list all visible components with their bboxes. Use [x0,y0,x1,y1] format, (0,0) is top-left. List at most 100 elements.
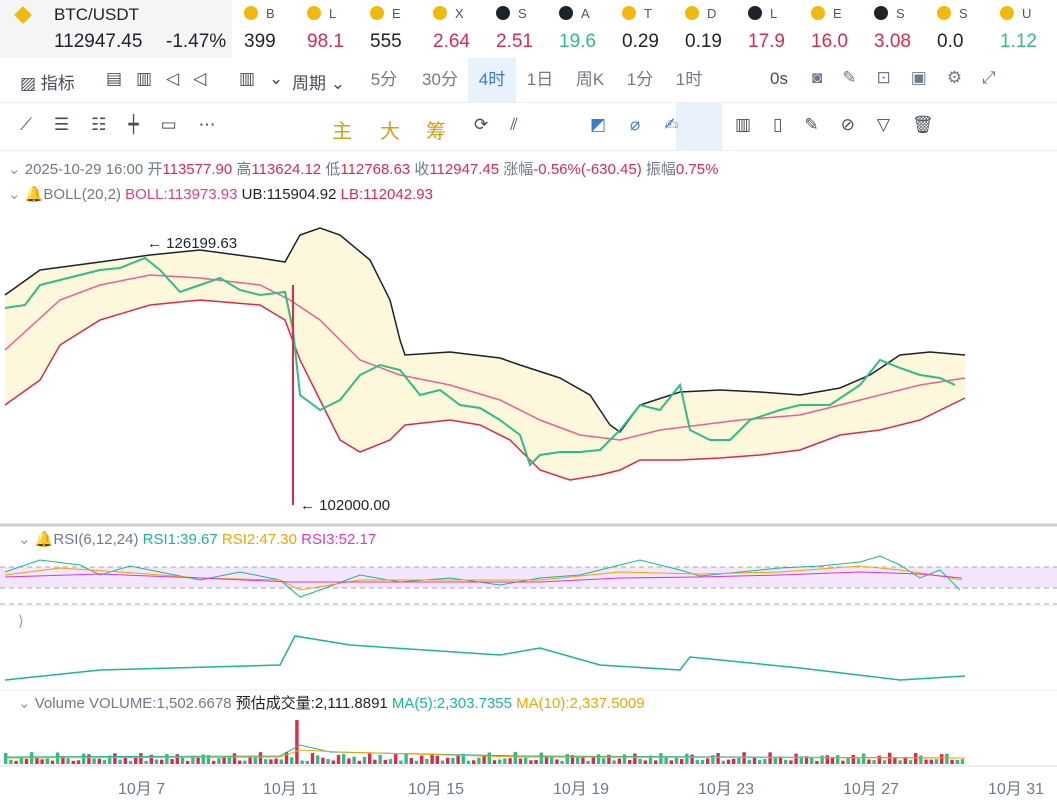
close: 112947.45 [429,161,500,178]
volume-bar [789,760,793,764]
volume-bar [565,754,569,764]
chips-button[interactable]: 筹 [426,121,446,143]
volume-bar [622,754,627,764]
ticker-item[interactable]: T 0.29 [618,0,676,58]
volume-bar [191,755,195,764]
volume-bar [274,758,278,764]
period-button[interactable]: 周期 ⌄ [292,74,345,93]
ticker-value: 17.9 [748,31,785,52]
volume-bar [747,759,751,764]
volume-bar [700,759,705,764]
volume-bar [872,760,876,764]
draw-icons[interactable]: ⟋☰☷┿▭⋯ [20,115,238,134]
volume-bar [430,753,434,764]
x-tick-label: 10月 31 [988,781,1045,798]
interval-button[interactable]: 周K [575,70,605,89]
volume-bar [726,759,731,764]
volume-bar [544,756,549,764]
boll-mid: BOLL:113973.93 [125,186,238,203]
right-draw-icons-2[interactable]: ▥▯✎⊘▽🗑 [735,115,956,134]
volume-bar [321,757,325,764]
rsi1: RSI1:39.67 [142,531,218,548]
sub-indicator-line [4,635,966,681]
annotation-high: ← 126199.63 [147,235,237,252]
ticker-item[interactable]: E 555 [366,0,424,58]
ticker-item[interactable]: D 0.19 [681,0,739,58]
ticker-item[interactable]: L 98.1 [303,0,361,58]
volume-bar [310,753,315,764]
rsi2: RSI2:47.30 [221,531,297,548]
boll-ub: UB:115904.92 [241,186,337,203]
layout-icons[interactable]: ▤▥◁◁ ▥⌄ [106,69,298,88]
volume-bar [752,757,757,764]
volume-bar [149,754,153,764]
volume-bar [414,760,419,764]
volume-bar [440,760,445,764]
indicator-button[interactable]: ▨ 指标 [20,74,75,93]
volume-bar [498,759,502,764]
rsi-band [0,567,1057,588]
volume-bar [326,759,330,764]
ticker-value: 19.6 [559,31,596,52]
volume-bar [134,757,138,764]
main-button[interactable]: 主 [332,121,352,143]
volume-bar [550,756,554,764]
ticker-item[interactable]: B 399 [240,0,298,58]
interval-button[interactable]: 1时 [675,70,703,89]
volume-bar [331,760,335,764]
ticker-item[interactable]: U 1.12 [996,0,1054,58]
volume-bar [347,758,351,764]
draw-toolbar: ⟋☰☷┿▭⋯ 主 大 筹 ⟳⫽ ◩⌀✍ ▥▯✎⊘▽🗑 [0,102,1057,151]
volume-bar [716,752,720,764]
label: 收 [414,161,430,178]
volume-bar [165,754,169,764]
volume-bar [685,753,689,764]
low: 112768.63 [340,161,411,178]
ticker-item[interactable]: S 0.0 [933,0,991,58]
interval-button[interactable]: 1分 [626,70,654,89]
volume-bar [950,759,954,764]
volume-bar [368,753,372,764]
more-draw-icons[interactable]: ⟳⫽ [474,115,540,134]
symbol-box[interactable]: BTC/USDT 112947.45 -1.47% [0,0,232,58]
ticker-item[interactable]: S 2.51 [492,0,550,58]
volume-bar [804,756,809,764]
sub-toggle[interactable]: ⟩ [18,613,24,630]
ticker-name: B [266,6,275,21]
volume-bar [243,760,247,764]
volume-bar [659,753,663,764]
ticker-item[interactable]: A 19.6 [555,0,613,58]
interval-button[interactable]: 5分 [370,70,398,89]
ticker-item[interactable]: X 2.64 [429,0,487,58]
ticker-item[interactable]: E 16.0 [807,0,865,58]
big-button[interactable]: 大 [380,121,400,143]
countdown[interactable]: 0s [770,69,788,88]
price-path [4,256,956,467]
volume-bar [867,759,871,764]
volume-bar [877,755,881,764]
volume-name: Volume [34,695,85,712]
volume-bar [451,757,455,764]
tool-icons[interactable]: ◙✎⊡▣⚙⤢ [812,68,1016,87]
volume-bar [352,756,356,764]
interval-button[interactable]: 4时 [468,58,516,102]
interval-button[interactable]: 30分 [422,70,458,89]
volume-bar [373,759,377,764]
volume-bar [300,760,304,764]
ticker-icon [622,6,636,20]
volume-bar [674,757,679,764]
volume-bar [607,754,611,764]
ticker-value: 2.51 [496,31,533,52]
x-tick-label: 10月 15 [408,781,465,798]
ticker-item[interactable]: L 17.9 [744,0,802,58]
amplitude: 0.75% [675,161,719,178]
ticker-value: 0.29 [622,31,659,52]
interval-button[interactable]: 1日 [526,70,554,89]
ticker-item[interactable]: S 3.08 [870,0,928,58]
volume-bar [628,759,632,764]
open: 113577.90 [162,161,233,178]
volume-bar [212,760,216,764]
active-tool[interactable] [676,102,722,150]
right-draw-icons[interactable]: ◩⌀✍ [590,115,703,134]
volume-bar [560,760,564,764]
